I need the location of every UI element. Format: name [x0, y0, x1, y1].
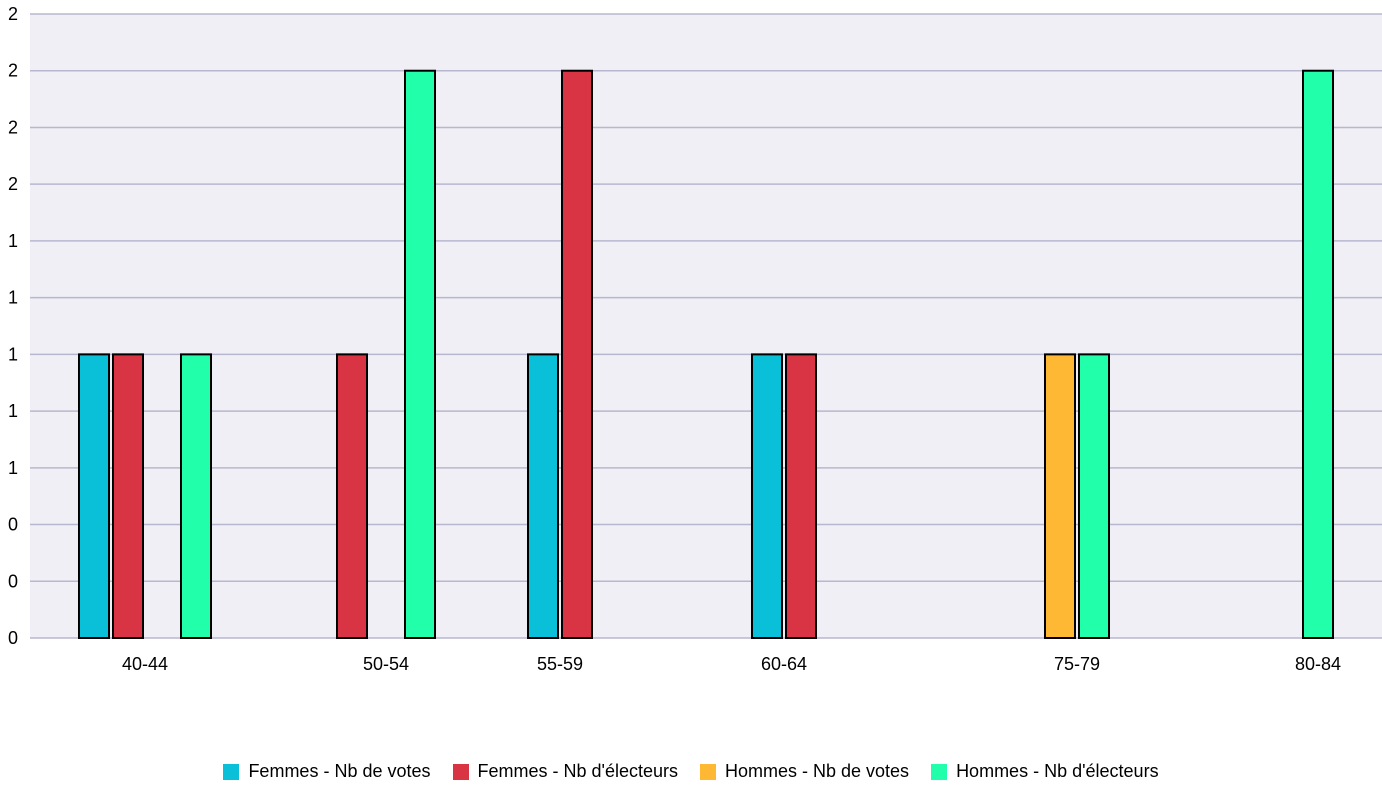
legend-swatch	[700, 763, 716, 780]
legend-label: Hommes - Nb de votes	[725, 761, 910, 781]
y-tick-label: 2	[8, 61, 18, 81]
bar-75-79-series-3	[1044, 353, 1076, 639]
y-tick-label: 1	[8, 458, 18, 478]
y-tick-label: 0	[8, 628, 18, 648]
legend-item: Femmes - Nb de votes	[223, 761, 431, 782]
legend-swatch	[223, 763, 240, 780]
legend-label: Hommes - Nb d'électeurs	[956, 761, 1159, 781]
y-tick-label: 1	[8, 401, 18, 421]
plot-area	[30, 14, 1382, 638]
bar-40-44-series-1	[78, 353, 110, 639]
legend-item: Hommes - Nb d'électeurs	[931, 761, 1159, 782]
x-tick-label: 75-79	[1054, 654, 1100, 674]
legend: Femmes - Nb de votes Femmes - Nb d'électe…	[0, 761, 1382, 782]
legend-label: Femmes - Nb de votes	[248, 761, 431, 781]
y-tick-label: 2	[8, 4, 18, 24]
legend-item: Hommes - Nb de votes	[700, 761, 909, 782]
y-tick-label: 1	[8, 231, 18, 251]
x-tick-label: 60-64	[761, 654, 807, 674]
bar-55-59-series-1	[527, 353, 559, 639]
x-tick-label: 50-54	[363, 654, 409, 674]
x-tick-label: 55-59	[537, 654, 583, 674]
bar-40-44-series-4	[180, 353, 212, 639]
legend-swatch	[452, 763, 469, 780]
y-tick-label: 0	[8, 515, 18, 535]
legend-label: Femmes - Nb d'électeurs	[477, 761, 679, 781]
y-tick-label: 1	[8, 288, 18, 308]
bar-75-79-series-4	[1078, 353, 1110, 639]
y-tick-label: 2	[8, 174, 18, 194]
bar-60-64-series-2	[785, 353, 817, 639]
y-tick-label: 2	[8, 117, 18, 137]
bar-50-54-series-2	[336, 353, 368, 639]
bar-60-64-series-1	[751, 353, 783, 639]
bar-40-44-series-2	[112, 353, 144, 639]
legend-item: Femmes - Nb d'électeurs	[452, 761, 679, 782]
x-tick-label: 40-44	[122, 654, 168, 674]
x-tick-label: 80-84	[1295, 654, 1341, 674]
y-tick-label: 1	[8, 344, 18, 364]
bar-55-59-series-2	[561, 69, 593, 639]
bar-80-84-series-4	[1302, 69, 1334, 639]
y-tick-label: 0	[8, 571, 18, 591]
legend-swatch	[931, 763, 948, 780]
bar-50-54-series-4	[404, 69, 436, 639]
